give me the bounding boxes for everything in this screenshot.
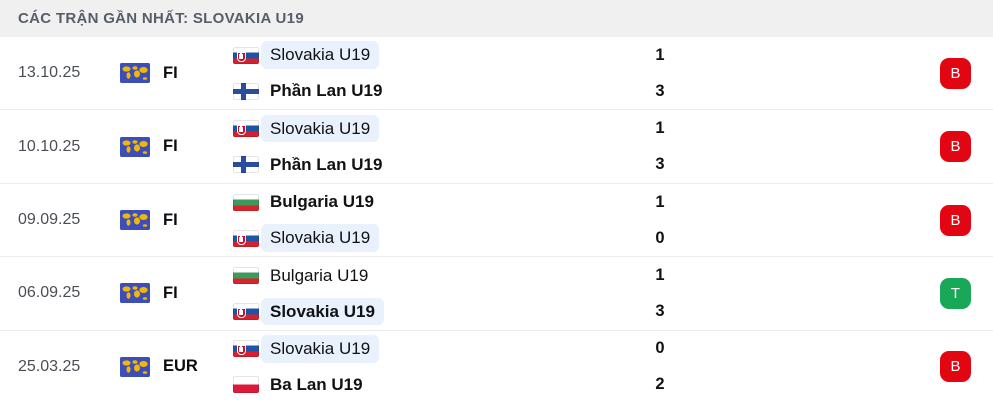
result-badge: B — [940, 204, 971, 236]
team-away: Phần Lan U19 — [233, 147, 605, 183]
teams: Slovakia U19 Phần Lan U19 — [233, 110, 605, 182]
match-row[interactable]: 25.03.25 EUR Slovakia U19 Ba Lan U19 0 — [0, 330, 993, 403]
score-home: 1 — [655, 265, 665, 284]
team-away: Slovakia U19 — [233, 220, 605, 256]
team-home: Slovakia U19 — [233, 111, 605, 147]
match-row[interactable]: 13.10.25 FI Slovakia U19 Phần Lan U19 1 — [0, 37, 993, 111]
score-away: 3 — [655, 155, 665, 174]
team-name: Ba Lan U19 — [270, 375, 363, 395]
team-name: Slovakia U19 — [261, 41, 380, 69]
result-badge-cell: T — [903, 277, 993, 309]
team-away: Slovakia U19 — [233, 293, 605, 329]
world-map-icon — [120, 210, 150, 231]
teams: Slovakia U19 Phần Lan U19 — [233, 37, 605, 109]
score-home: 1 — [655, 45, 665, 64]
team-name: Slovakia U19 — [261, 335, 380, 363]
teams: Slovakia U19 Ba Lan U19 — [233, 331, 605, 403]
world-map-icon — [120, 283, 150, 304]
result-badge: B — [940, 351, 971, 383]
team-name: Bulgaria U19 — [270, 192, 374, 212]
match-list: 13.10.25 FI Slovakia U19 Phần Lan U19 1 — [0, 37, 993, 403]
score-home: 0 — [655, 339, 665, 358]
result-badge: T — [940, 277, 971, 309]
competition-code: FI — [163, 210, 178, 229]
team-name: Bulgaria U19 — [270, 265, 369, 285]
competition-code: FI — [163, 283, 178, 302]
result-badge: B — [940, 131, 971, 163]
team-flag-icon — [233, 193, 259, 211]
match-date: 25.03.25 — [18, 357, 81, 375]
match-row[interactable]: 10.10.25 FI Slovakia U19 Phần Lan U19 1 — [0, 110, 993, 184]
score-away: 0 — [655, 228, 665, 247]
match-row[interactable]: 06.09.25 FI Bulgaria U19 Slovakia U19 1 — [0, 257, 993, 331]
team-flag-icon — [233, 266, 259, 284]
team-away: Phần Lan U19 — [233, 73, 605, 109]
score-away: 2 — [655, 375, 665, 394]
result-badge-cell: B — [903, 351, 993, 383]
team-flag-icon — [233, 120, 259, 138]
match-row[interactable]: 09.09.25 FI Bulgaria U19 Slovakia U19 1 — [0, 183, 993, 258]
score-column: 1 3 — [605, 110, 715, 182]
section-header-title: CÁC TRẬN GẦN NHẤT: SLOVAKIA U19 — [0, 0, 993, 37]
score-away: 3 — [655, 301, 665, 320]
team-name: Phần Lan U19 — [270, 81, 383, 101]
team-flag-icon — [233, 376, 259, 394]
score-column: 1 0 — [605, 184, 715, 256]
team-name: Slovakia U19 — [261, 114, 380, 143]
team-name: Phần Lan U19 — [270, 154, 383, 174]
competition: FI — [120, 283, 233, 304]
result-badge: B — [940, 57, 971, 89]
result-badge-cell: B — [903, 131, 993, 163]
team-name: Slovakia U19 — [261, 224, 380, 252]
competition-code: EUR — [163, 357, 198, 376]
teams: Bulgaria U19 Slovakia U19 — [233, 184, 605, 256]
score-home: 1 — [655, 119, 665, 138]
competition-code: FI — [163, 137, 178, 156]
competition: EUR — [120, 356, 233, 377]
team-home: Slovakia U19 — [233, 331, 605, 367]
competition: FI — [120, 63, 233, 84]
teams: Bulgaria U19 Slovakia U19 — [233, 257, 605, 329]
world-map-icon — [120, 63, 150, 84]
competition: FI — [120, 210, 233, 231]
team-flag-icon — [233, 302, 259, 320]
score-home: 1 — [655, 192, 665, 211]
team-flag-icon — [233, 229, 259, 247]
team-home: Bulgaria U19 — [233, 184, 605, 220]
team-flag-icon — [233, 156, 259, 174]
score-column: 0 2 — [605, 331, 715, 403]
team-flag-icon — [233, 82, 259, 100]
world-map-icon — [120, 356, 150, 377]
match-date: 06.09.25 — [18, 284, 81, 302]
match-date: 10.10.25 — [18, 137, 81, 155]
score-away: 3 — [655, 81, 665, 100]
team-flag-icon — [233, 340, 259, 358]
competition-code: FI — [163, 63, 178, 82]
score-column: 1 3 — [605, 37, 715, 109]
match-date: 13.10.25 — [18, 64, 81, 82]
team-flag-icon — [233, 46, 259, 64]
team-home: Slovakia U19 — [233, 37, 605, 73]
result-badge-cell: B — [903, 204, 993, 236]
team-home: Bulgaria U19 — [233, 257, 605, 293]
world-map-icon — [120, 136, 150, 157]
result-badge-cell: B — [903, 57, 993, 89]
competition: FI — [120, 136, 233, 157]
team-away: Ba Lan U19 — [233, 367, 605, 403]
team-name: Slovakia U19 — [261, 297, 384, 326]
match-date: 09.09.25 — [18, 211, 81, 229]
score-column: 1 3 — [605, 257, 715, 329]
